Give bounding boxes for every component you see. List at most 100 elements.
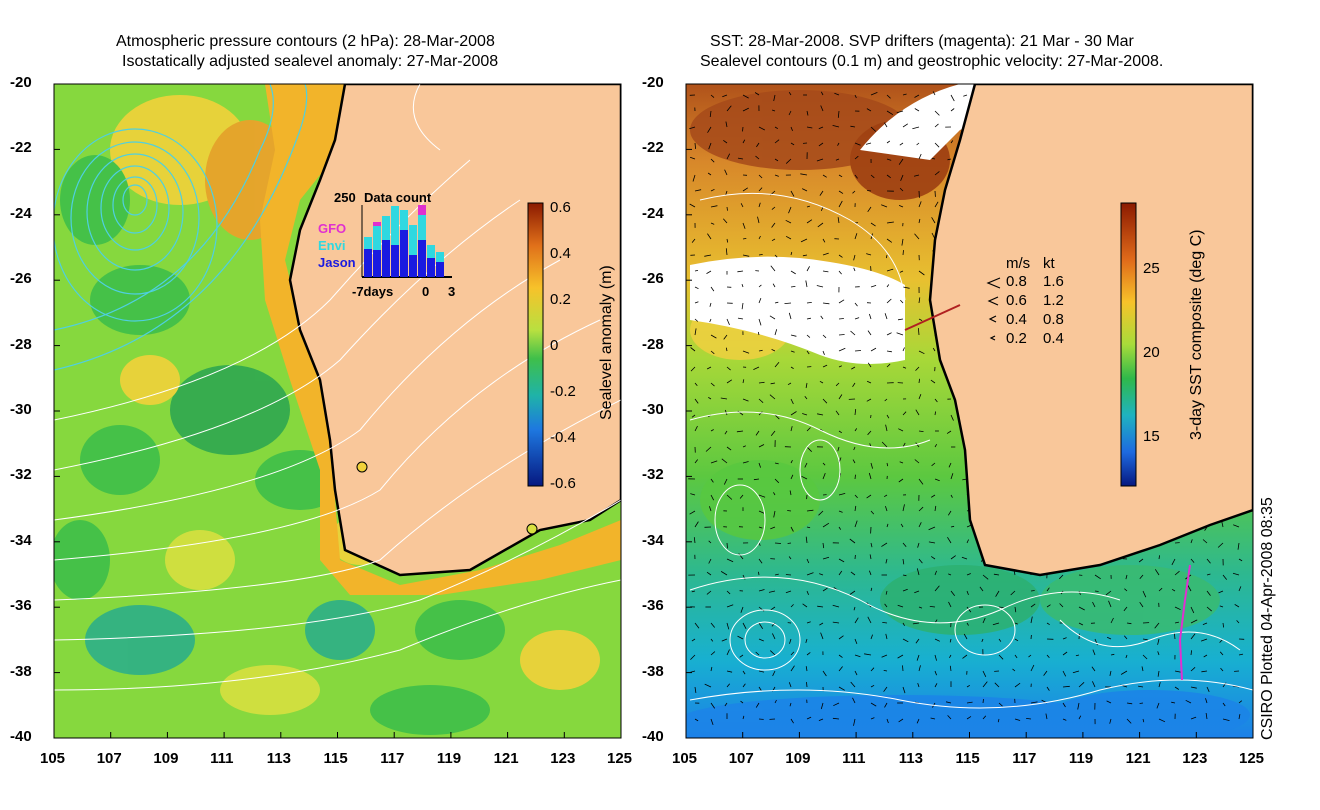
velocity-arrow: [691, 638, 696, 642]
velocity-arrow: [854, 670, 858, 676]
velocity-arrow: [773, 94, 776, 102]
inset-series-jason: Jason: [318, 255, 356, 270]
velocity-arrow: [707, 233, 712, 240]
velocity-arrow: [726, 670, 733, 673]
left-lat-label: -34: [10, 531, 32, 549]
velocity-arrow: [708, 142, 712, 150]
velocity-arrow: [1156, 702, 1160, 709]
right-lat-label: -22: [642, 139, 664, 157]
velocity-arrow: [1190, 667, 1196, 672]
velocity-arrow: [722, 94, 728, 98]
velocity-arrow: [1091, 666, 1096, 672]
velocity-arrow: [788, 312, 792, 320]
velocity-arrow: [1094, 590, 1099, 592]
velocity-arrow: [694, 270, 699, 272]
velocity-arrow: [949, 638, 952, 643]
velocity-arrow: [837, 446, 840, 452]
velocity-arrow: [769, 394, 776, 400]
speed-header-ms: m/s: [1006, 255, 1031, 272]
velocity-arrow: [918, 328, 920, 336]
velocity-arrow: [1200, 638, 1208, 642]
velocity-arrow: [790, 718, 794, 724]
velocity-arrow: [822, 302, 830, 305]
velocity-arrow: [736, 430, 744, 433]
right-lat-label: -32: [642, 466, 664, 484]
velocity-arrow: [710, 286, 715, 292]
velocity-arrow: [771, 349, 776, 352]
velocity-arrow: [886, 254, 888, 259]
velocity-arrow: [1201, 670, 1208, 673]
velocity-arrow: [770, 382, 776, 385]
velocity-arrow: [998, 654, 1004, 660]
velocity-arrow: [902, 366, 907, 369]
velocity-arrow: [966, 590, 969, 596]
velocity-arrow: [694, 718, 699, 722]
velocity-arrow: [694, 459, 699, 464]
speed-row-3-ms: 0.2: [1006, 330, 1027, 347]
velocity-arrow: [838, 254, 843, 258]
velocity-arrow: [902, 347, 905, 352]
velocity-arrow: [721, 638, 728, 642]
australia-land-right: [928, 84, 1253, 577]
sla-tick-1: 0.4: [550, 245, 571, 262]
velocity-arrow: [1072, 670, 1080, 674]
velocity-arrow: [838, 365, 842, 368]
velocity-arrow: [804, 396, 808, 400]
velocity-arrow: [694, 286, 699, 290]
velocity-arrow: [950, 414, 954, 421]
velocity-arrow: [886, 523, 889, 528]
velocity-arrow: [1218, 590, 1224, 594]
velocity-arrow: [982, 715, 987, 720]
velocity-arrow: [742, 187, 749, 192]
velocity-arrow: [1014, 654, 1018, 659]
velocity-arrow: [1139, 574, 1144, 579]
velocity-arrow: [914, 459, 920, 464]
sla-tick-4: -0.2: [550, 383, 576, 400]
velocity-arrow: [1078, 715, 1082, 720]
velocity-arrow: [725, 248, 728, 256]
velocity-arrow: [806, 302, 812, 304]
velocity-arrow: [834, 92, 840, 96]
velocity-arrow: [870, 667, 875, 672]
velocity-arrow: [772, 633, 776, 640]
velocity-arrow: [837, 217, 840, 224]
pressure-contours-high: [54, 84, 621, 691]
velocity-arrow: [689, 126, 696, 130]
velocity-arrow: [758, 349, 763, 352]
velocity-arrow: [883, 686, 888, 692]
velocity-arrow: [724, 169, 728, 176]
velocity-arrow: [916, 654, 920, 661]
velocity-arrow: [1174, 570, 1180, 576]
velocity-arrow: [1028, 654, 1032, 658]
velocity-arrow: [822, 270, 829, 273]
left-lon-label: 109: [153, 750, 179, 767]
right-lon-label: 117: [1012, 750, 1037, 767]
velocity-arrow: [806, 317, 811, 320]
velocity-arrow: [1171, 588, 1176, 592]
velocity-arrow: [709, 110, 712, 118]
velocity-arrow: [1221, 521, 1224, 528]
right-map: [686, 84, 1253, 738]
velocity-arrow: [757, 216, 760, 224]
velocity-arrow: [902, 93, 907, 96]
ship-track: [904, 304, 961, 331]
velocity-arrow: [838, 558, 845, 563]
velocity-arrow: [785, 219, 792, 224]
velocity-arrow: [742, 254, 750, 257]
right-lon-label: 105: [672, 750, 698, 767]
velocity-arrow: [1078, 606, 1085, 611]
velocity-arrow: [902, 574, 907, 577]
velocity-arrow: [820, 702, 824, 710]
velocity-arrow: [774, 478, 780, 484]
velocity-arrow: [742, 670, 746, 675]
velocity-arrow: [838, 570, 843, 576]
velocity-arrow: [820, 105, 824, 112]
velocity-arrow: [838, 190, 844, 194]
velocity-arrow: [822, 174, 827, 178]
velocity-arrow: [758, 202, 761, 208]
velocity-arrow: [1078, 590, 1081, 595]
left-lon-label: 121: [493, 750, 519, 767]
velocity-arrow: [946, 430, 952, 434]
velocity-arrow: [992, 622, 1000, 626]
velocity-arrow: [755, 651, 760, 656]
